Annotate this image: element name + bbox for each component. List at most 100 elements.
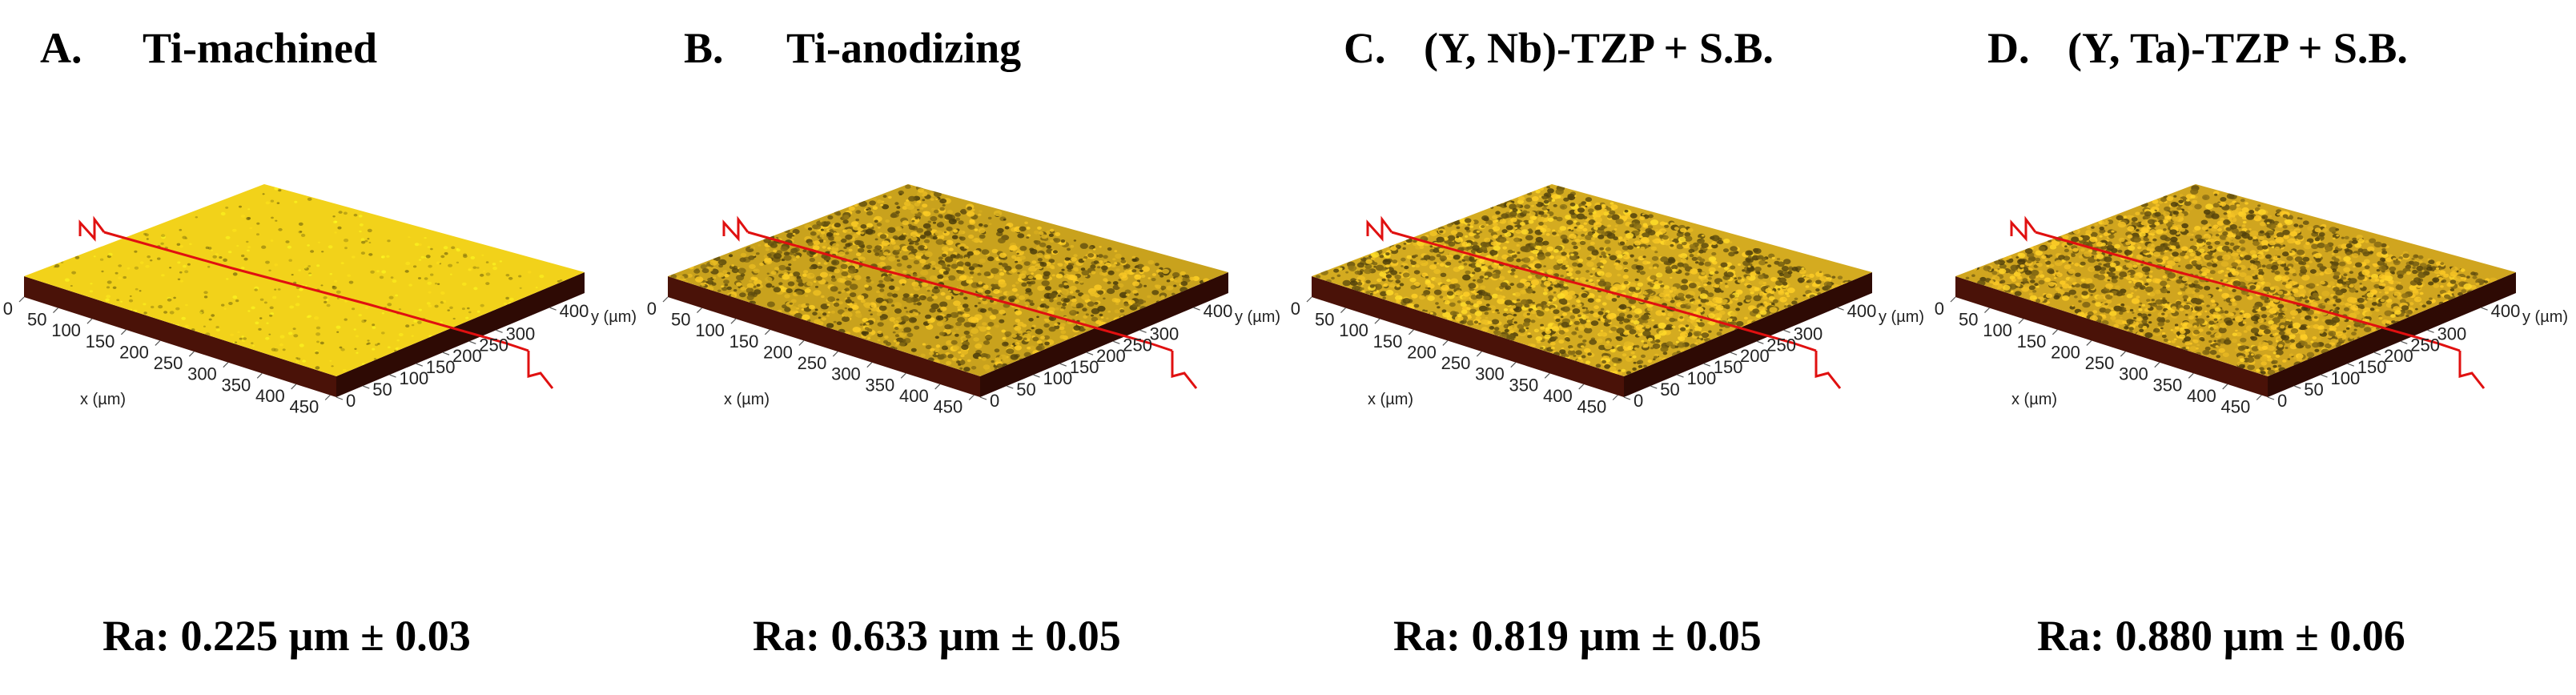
y-axis-tick: [416, 363, 423, 367]
profile-marker: [2010, 215, 2037, 242]
x-axis-tick: [1306, 296, 1312, 303]
x-tick-label: 0: [1935, 299, 1944, 319]
roughness-value: Ra: 0.880 µm ± 0.06: [2037, 612, 2405, 660]
x-tick-label: 250: [1441, 353, 1471, 373]
x-axis-tick: [223, 362, 229, 368]
x-axis-tick: [1578, 384, 1585, 390]
y-axis-tick: [469, 340, 476, 344]
x-axis-tick: [256, 372, 263, 379]
x-axis-tick: [730, 318, 737, 324]
y-tick-label: 100: [2331, 368, 2361, 388]
profile-marker: [1814, 351, 1842, 389]
x-tick-label: 400: [2187, 386, 2216, 406]
x-axis-tick: [900, 372, 906, 379]
y-tick-label: 150: [2357, 357, 2387, 377]
x-axis-tick: [120, 329, 127, 335]
x-tick-label: 400: [1543, 386, 1573, 406]
x-axis-tick: [1442, 340, 1449, 346]
x-axis-tick: [53, 307, 58, 314]
y-tick-label: 0: [2277, 391, 2287, 411]
x-axis-tick: [1984, 307, 1990, 314]
x-axis-tick: [697, 307, 702, 314]
x-axis-tick: [324, 395, 331, 400]
panel-a: A. Ti-machined 0 50 100 150 200 250 300 350 400 45…: [0, 0, 644, 695]
y-tick-label: 250: [1766, 335, 1796, 355]
y-axis-tick: [496, 329, 503, 333]
y-tick-label: 300: [2437, 323, 2467, 343]
panel-name: (Y, Ta)-TZP + S.B.: [2068, 24, 2408, 72]
x-tick-label: 100: [1339, 320, 1368, 340]
surface-side-wall: [668, 276, 980, 397]
x-axis-tick: [832, 351, 838, 357]
x-tick-label: 350: [866, 375, 895, 395]
x-tick-label: 100: [51, 320, 81, 340]
surface-side-wall: [1624, 272, 1872, 397]
panel-d: D. (Y, Ta)-TZP + S.B. 0 50 100 150 200 250 300 3…: [1931, 0, 2575, 695]
panel-letter: B.: [684, 24, 724, 72]
y-tick-label: 100: [1043, 368, 1073, 388]
x-tick-label: 350: [1509, 375, 1539, 395]
panel-title: B. Ti-anodizing: [684, 22, 1021, 74]
x-tick-label: 150: [729, 331, 759, 352]
y-axis-tick: [1113, 340, 1120, 344]
profile-line: [103, 231, 529, 352]
y-axis-tick: [442, 352, 450, 356]
y-tick-label: 400: [1847, 301, 1877, 321]
x-axis-tick: [188, 351, 195, 357]
x-axis-tick: [1510, 362, 1517, 368]
y-axis-tick: [2481, 307, 2488, 311]
surface-top: [24, 184, 585, 376]
x-axis-tick: [1476, 351, 1482, 357]
surface-side-wall: [980, 272, 1228, 397]
x-axis-tick: [1374, 318, 1380, 324]
y-tick-label: 0: [990, 391, 999, 411]
panel-title: A. Ti-machined: [40, 22, 377, 74]
x-tick-label: 50: [1315, 310, 1334, 330]
surface-side-wall: [336, 272, 585, 397]
y-tick-label: 150: [1070, 357, 1099, 377]
y-axis-tick: [1623, 396, 1631, 400]
y-axis-tick: [363, 385, 370, 389]
panel-title: C. (Y, Nb)-TZP + S.B.: [1344, 22, 1774, 74]
x-axis-tick: [2086, 340, 2092, 346]
profile-marker: [78, 215, 106, 242]
y-axis-tick: [2427, 329, 2434, 333]
y-axis-tick: [2401, 340, 2408, 344]
x-tick-label: 250: [798, 353, 827, 373]
y-axis-tick: [1730, 352, 1738, 356]
y-tick-label: 250: [479, 335, 508, 355]
x-axis-tick: [968, 395, 975, 400]
y-axis-tick: [2347, 363, 2354, 367]
profile-marker: [722, 215, 749, 242]
x-axis-tick: [1340, 307, 1346, 314]
x-axis-tick: [662, 296, 669, 303]
y-axis-tick: [389, 374, 396, 378]
panel-c: C. (Y, Nb)-TZP + S.B. 0 50 100 150 200 250 300 3…: [1288, 0, 1931, 695]
surface-texture: [1315, 185, 1864, 376]
y-axis-tick: [2294, 385, 2301, 389]
surface-side-wall: [1955, 276, 2268, 397]
y-tick-label: 200: [452, 346, 482, 366]
x-axis-tick: [2120, 351, 2126, 357]
x-axis-label: x (µm): [1368, 391, 1413, 408]
x-axis-label: x (µm): [724, 391, 770, 408]
y-axis-tick: [979, 396, 987, 400]
y-tick-label: 50: [1016, 380, 1035, 400]
y-tick-label: 250: [1123, 335, 1152, 355]
y-axis-label: y (µm): [1235, 308, 1280, 326]
roughness-value: Ra: 0.819 µm ± 0.05: [1393, 612, 1762, 660]
x-axis-tick: [866, 362, 873, 368]
y-axis-tick: [1033, 374, 1040, 378]
x-tick-label: 450: [1577, 397, 1606, 417]
x-tick-label: 200: [1407, 342, 1437, 362]
x-tick-label: 250: [2085, 353, 2115, 373]
x-tick-label: 150: [86, 331, 115, 352]
panel-b: B. Ti-anodizing 0 50 100 150 200 250 300 350 400 4…: [644, 0, 1288, 695]
x-tick-label: 50: [27, 310, 46, 330]
x-axis-tick: [155, 340, 161, 346]
x-axis-tick: [1408, 329, 1414, 335]
y-axis-label: y (µm): [591, 308, 637, 326]
x-tick-label: 0: [647, 299, 657, 319]
